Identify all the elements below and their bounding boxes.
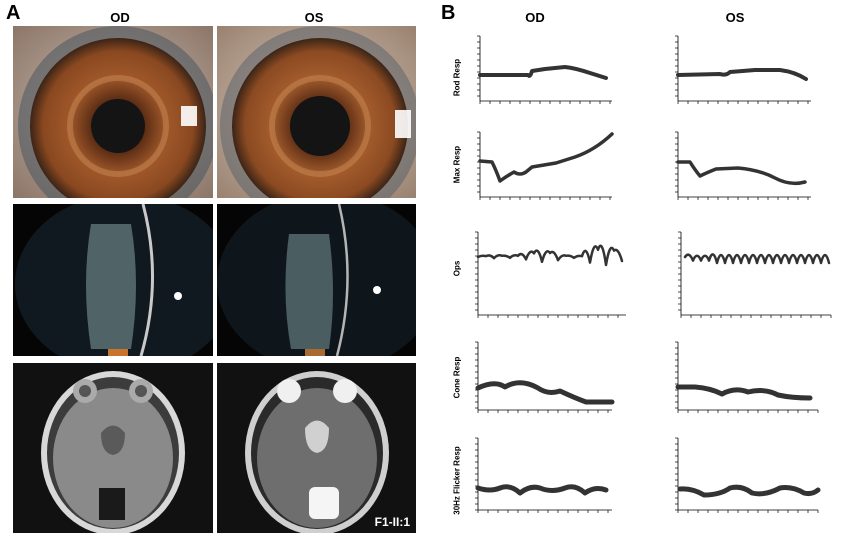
mri-t1-image (13, 363, 213, 533)
ops-trace-od (476, 244, 624, 267)
flicker-trace-os (677, 484, 821, 498)
panel-a-od-heading: OD (110, 10, 130, 25)
rod-trace-os (676, 68, 808, 81)
mri-t2-image: F1-II:1 (217, 363, 416, 533)
row-label-flicker-resp: 30Hz Flicker Resp (452, 446, 462, 515)
slit-lamp-photo-od (13, 204, 213, 356)
cone-trace-od (475, 380, 615, 405)
panel-a-letter: A (6, 2, 21, 24)
cone-trace-os (675, 384, 813, 401)
max-trace-od (478, 132, 614, 183)
iris-photo-os (217, 26, 416, 198)
ops-trace-os (683, 253, 831, 265)
panel-b-od-heading: OD (525, 10, 545, 25)
row-label-cone-resp: Cone Resp (452, 356, 462, 399)
max-trace-os (676, 160, 807, 186)
rod-trace-od (478, 65, 608, 80)
iris-photo-od (13, 26, 213, 198)
panel-b-letter: B (441, 2, 456, 24)
panel-a-os-heading: OS (304, 10, 324, 25)
row-label-ops: Ops (452, 260, 462, 277)
row-label-max-resp: Max Resp (452, 145, 462, 184)
subject-id-label: F1-II:1 (374, 515, 410, 529)
flicker-trace-od (475, 484, 609, 496)
slit-lamp-photo-os (217, 204, 416, 356)
row-label-rod-resp: Rod Resp (452, 58, 462, 97)
panel-b-os-heading: OS (725, 10, 745, 25)
